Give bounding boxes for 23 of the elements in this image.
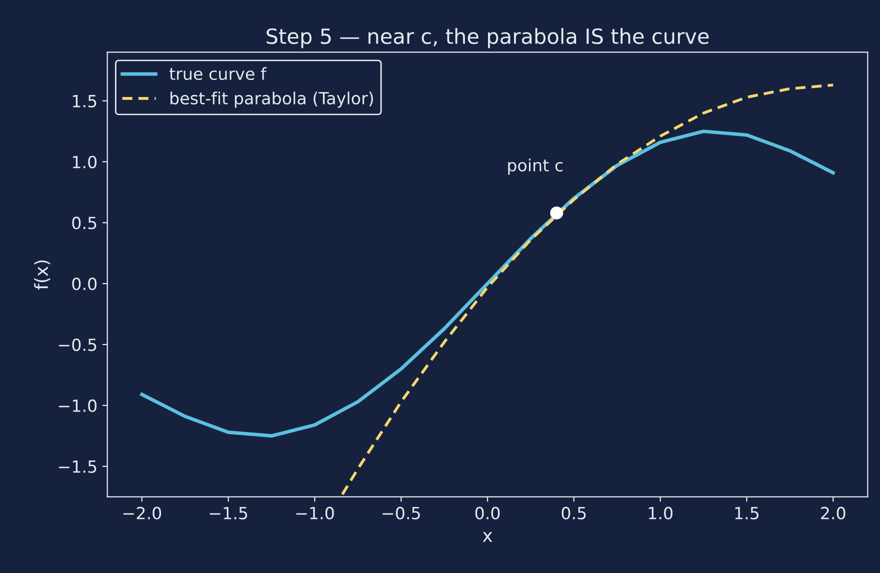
- y-tick-label: 0.5: [72, 216, 96, 230]
- x-tick-label: −2.0: [123, 506, 162, 520]
- y-tick-label: −1.0: [58, 399, 97, 412]
- y-tick-label: −0.5: [58, 338, 96, 352]
- chart-title: Step 5 — near c, the parabola IS the curve: [266, 28, 709, 48]
- x-tick-label: 2.0: [821, 506, 846, 520]
- x-tick-label: 1.5: [735, 507, 759, 520]
- x-tick-label: 0.5: [562, 506, 586, 520]
- annotation: point c: [508, 158, 563, 175]
- y-tick-label: 1.0: [72, 156, 97, 168]
- y-tick-label: 1.5: [72, 95, 96, 108]
- legend-label: true curve f: [169, 67, 267, 80]
- y-tick-label: −1.5: [58, 460, 96, 473]
- y-axis-title: f(x): [34, 260, 50, 290]
- x-tick-label: −1.0: [296, 506, 334, 520]
- legend-label: best-fit parabola (Taylor): [170, 92, 373, 108]
- x-axis-title: x: [482, 532, 492, 542]
- y-tick-label: 0.0: [72, 278, 97, 290]
- x-tick-label: −0.5: [382, 506, 420, 520]
- line-series: [140, 130, 835, 438]
- x-tick-label: 1.0: [648, 506, 672, 520]
- x-tick-label: 0.0: [475, 506, 500, 520]
- x-tick-label: −1.5: [210, 507, 248, 520]
